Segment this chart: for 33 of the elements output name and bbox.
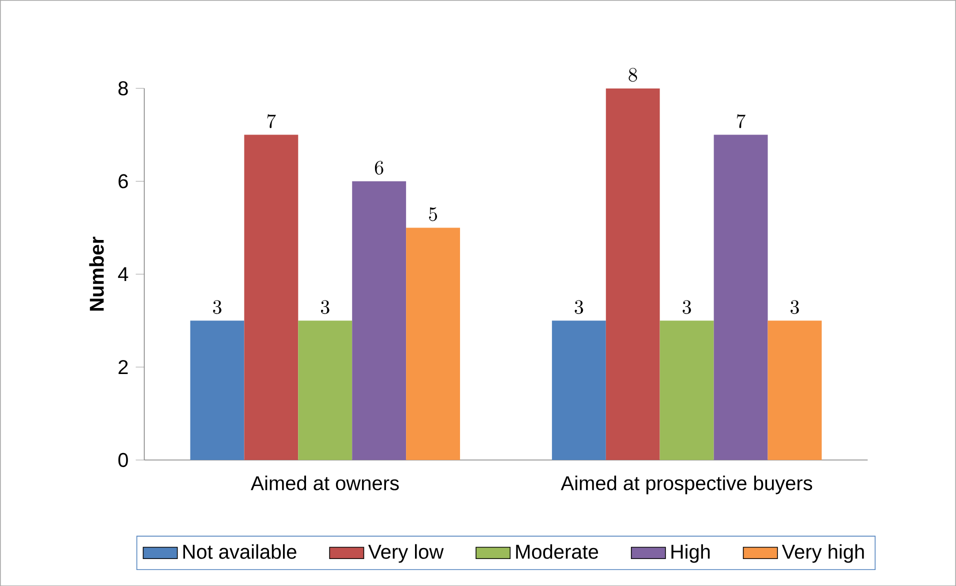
bar xyxy=(606,88,660,460)
data-label: 7 xyxy=(736,114,746,128)
data-label: 5 xyxy=(429,207,438,221)
bar xyxy=(552,320,606,460)
legend-label: High xyxy=(671,544,710,563)
y-tick-label: 0 xyxy=(118,452,128,467)
data-label: 3 xyxy=(213,300,222,314)
bar xyxy=(768,320,822,460)
y-axis-title: Number xyxy=(89,236,104,310)
legend-label: Not available xyxy=(183,544,296,559)
bar xyxy=(660,320,714,460)
y-tick-label: 2 xyxy=(118,360,128,374)
legend-label: Very low xyxy=(368,544,444,563)
x-tick-label: Aimed at prospective buyers xyxy=(560,475,812,494)
data-label: 6 xyxy=(374,160,384,174)
data-label: 7 xyxy=(267,114,276,128)
bar xyxy=(406,228,460,460)
data-label: 3 xyxy=(790,300,799,314)
data-label: 3 xyxy=(320,300,330,314)
data-label: 3 xyxy=(574,300,584,314)
bar xyxy=(714,134,768,460)
y-tick-label: 8 xyxy=(118,81,128,96)
x-tick-label: Aimed at owners xyxy=(250,475,399,490)
bar xyxy=(352,181,406,460)
y-tick-label: 6 xyxy=(118,174,128,188)
bar xyxy=(244,134,298,460)
bar xyxy=(298,320,352,460)
y-tick-label: 4 xyxy=(118,267,128,281)
data-label: 3 xyxy=(682,300,691,314)
legend-label: Moderate xyxy=(516,544,598,559)
legend-label: Very high xyxy=(782,544,864,563)
bar xyxy=(190,320,244,460)
data-label: 8 xyxy=(628,68,638,82)
